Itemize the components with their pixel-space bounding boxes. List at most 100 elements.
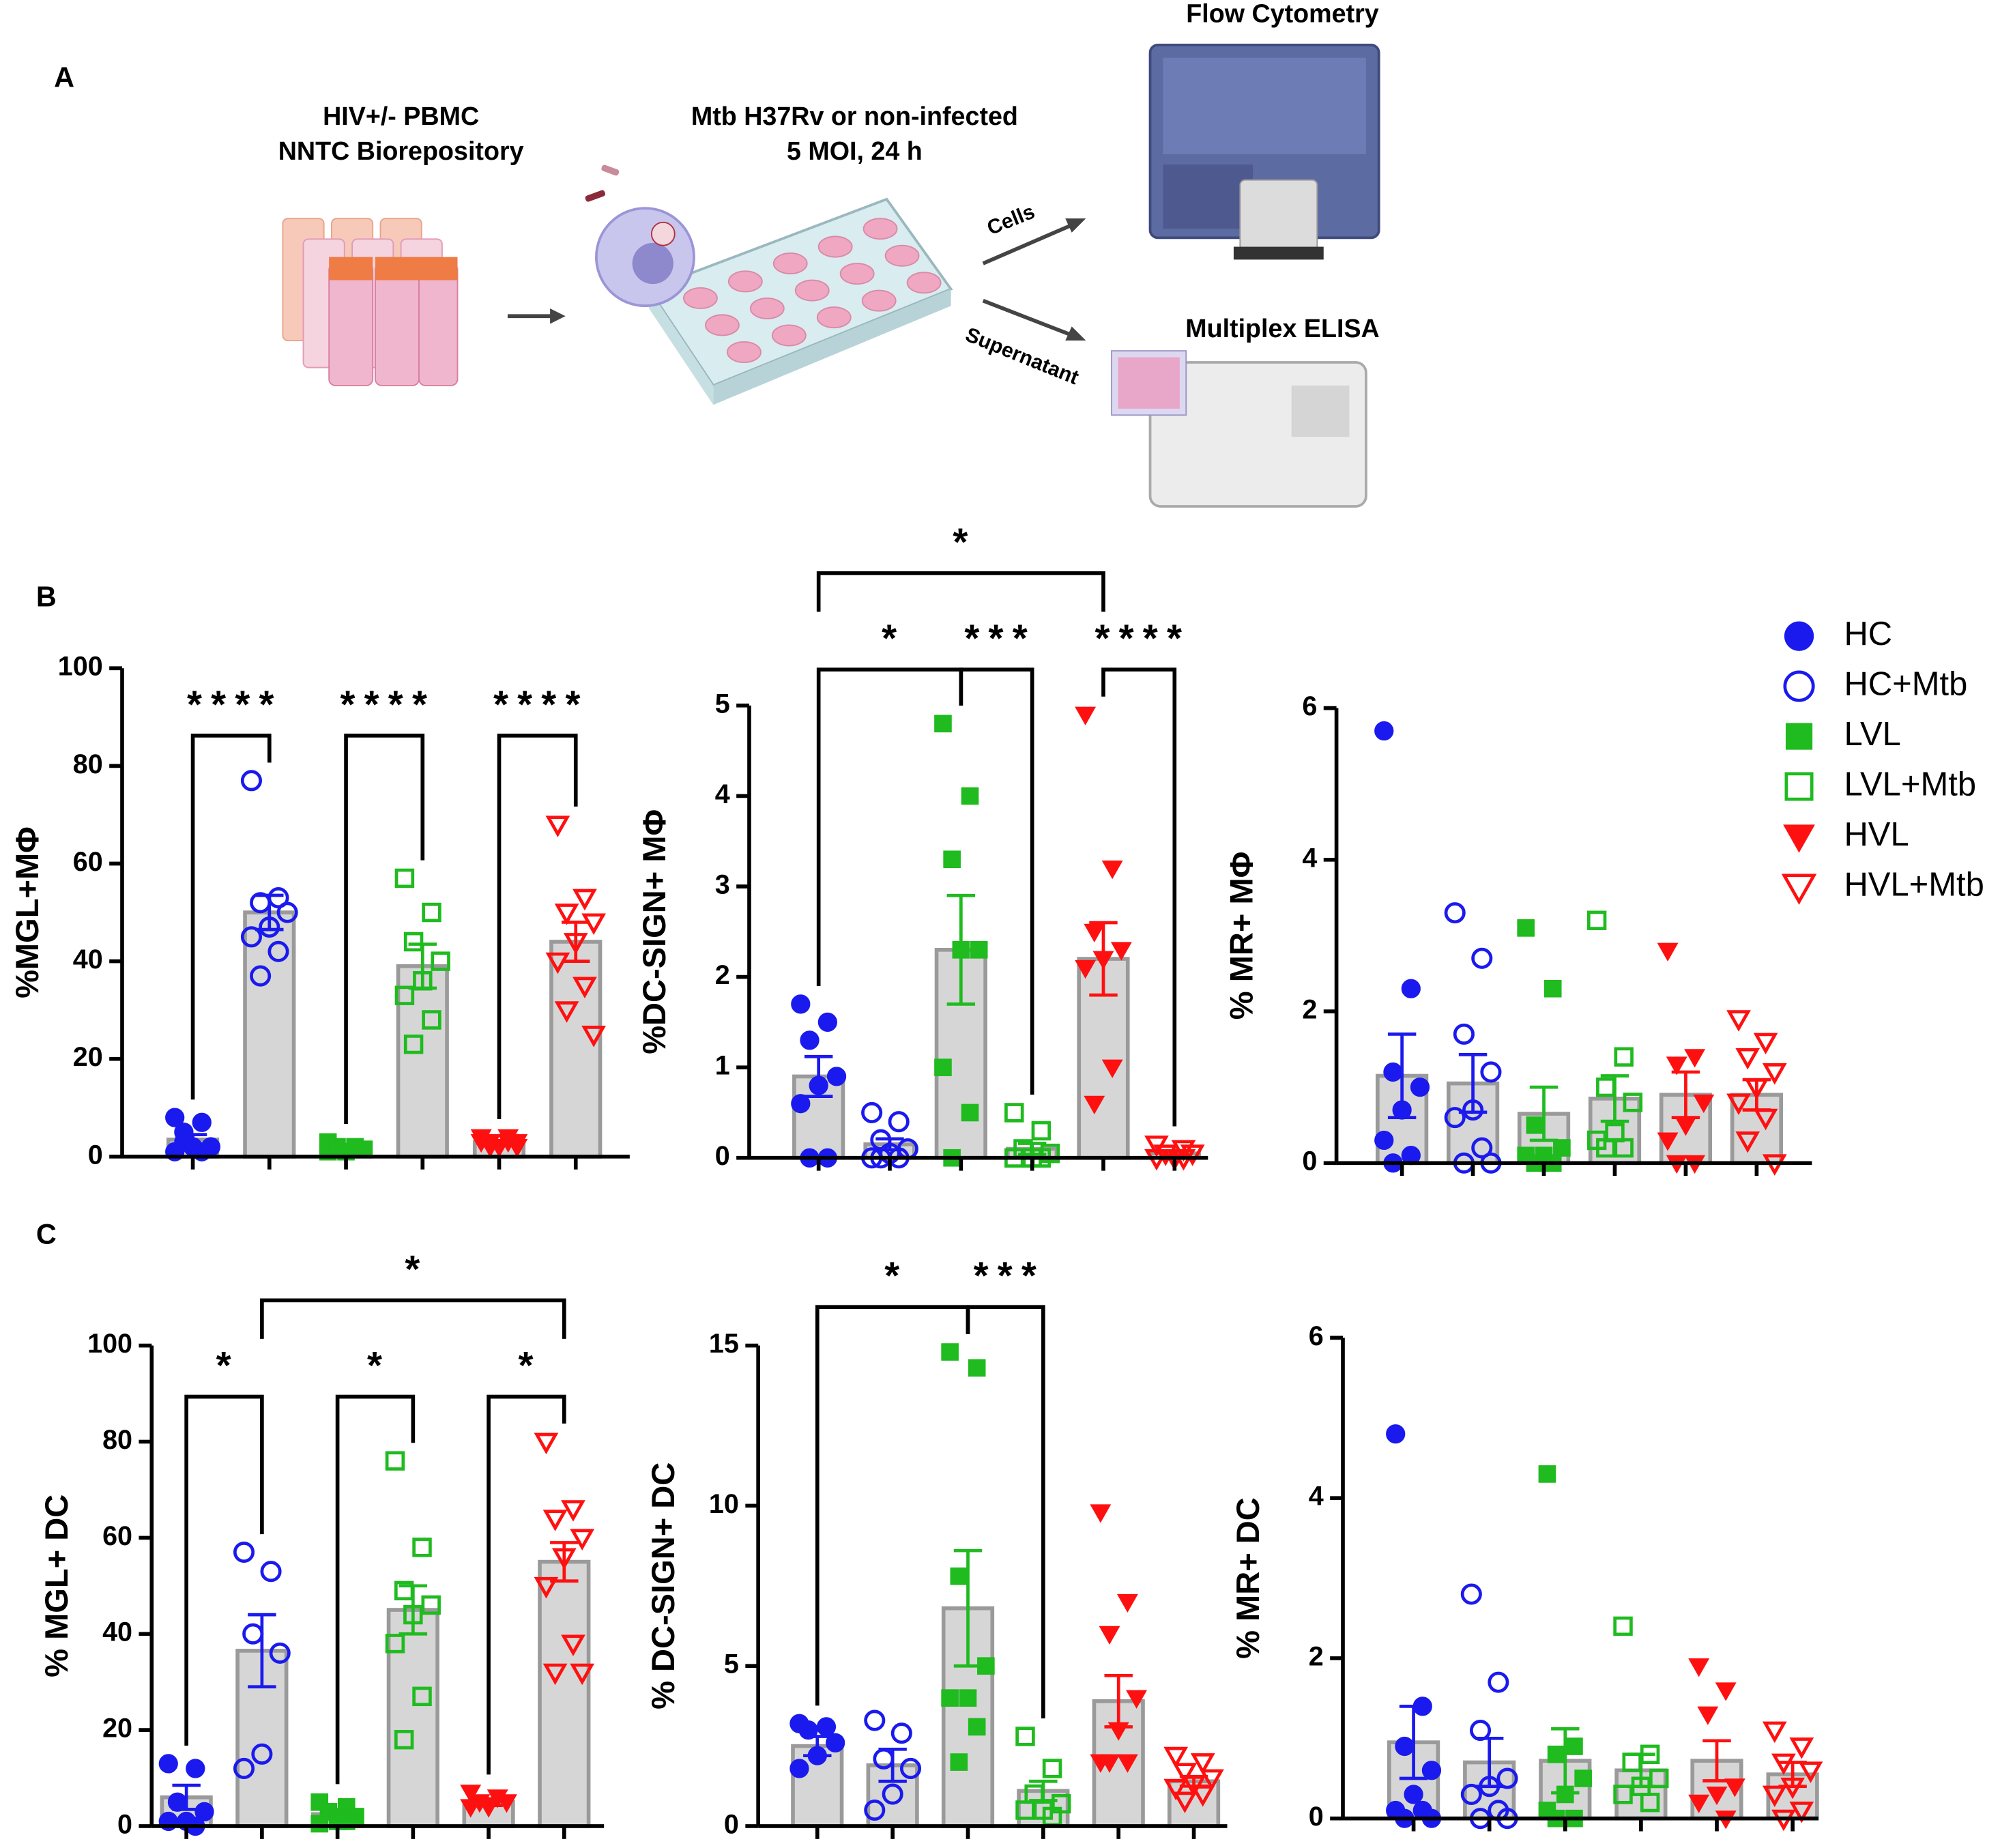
y-axis-label: % MGL+ DC [38, 1495, 74, 1677]
data-point [1543, 979, 1562, 998]
data-point [1697, 1706, 1719, 1725]
error-bar [1104, 1673, 1133, 1729]
data-point [545, 815, 570, 837]
data-point [1190, 1753, 1215, 1775]
legend-marker [1783, 670, 1815, 702]
significance-bracket [966, 1305, 1045, 1719]
bar [538, 1559, 591, 1828]
error-bar [1089, 921, 1118, 997]
data-point [1538, 1465, 1556, 1483]
data-point [970, 941, 988, 959]
data-point [1163, 1778, 1189, 1801]
error-bar [953, 1548, 983, 1668]
data-point [1614, 1047, 1634, 1067]
significance-label: * [953, 520, 976, 563]
data-point [403, 1035, 424, 1054]
error-bar [1475, 1736, 1504, 1789]
data-point [941, 1689, 959, 1707]
legend-label: HVL+Mtb [1844, 866, 1984, 903]
data-point [864, 1709, 886, 1731]
bar [386, 1608, 439, 1828]
error-bar [1627, 1752, 1655, 1789]
data-point [1622, 1752, 1642, 1772]
data-point [1084, 1095, 1105, 1114]
data-point [1075, 959, 1097, 979]
y-axis-label: % MR+ DC [1230, 1497, 1266, 1659]
significance-bracket [487, 1394, 566, 1775]
data-point [1101, 1059, 1123, 1078]
error-bar [1671, 1070, 1700, 1119]
data-point [1116, 1593, 1138, 1613]
data-point [1469, 1720, 1492, 1742]
y-tick-label: 40 [102, 1617, 132, 1647]
data-point [826, 1733, 845, 1753]
data-point [1126, 1690, 1148, 1709]
data-point [934, 1058, 952, 1076]
panel-label: A [54, 62, 74, 93]
legend-marker [1783, 824, 1815, 853]
data-point [1172, 1763, 1198, 1785]
data-point [1004, 1103, 1024, 1123]
data-point [581, 1026, 607, 1048]
error-bar [1529, 1085, 1559, 1142]
data-point [1789, 1802, 1814, 1823]
y-tick-label: 100 [87, 1329, 132, 1359]
diagram-text: Flow Cytometry [1186, 0, 1379, 28]
data-point [1410, 1078, 1430, 1097]
y-tick-label: 60 [102, 1521, 132, 1551]
data-point [412, 1537, 432, 1557]
data-point [412, 1686, 432, 1707]
error-bar [1778, 1761, 1807, 1789]
legend-marker [1781, 874, 1817, 905]
y-tick-label: 80 [73, 749, 103, 779]
data-point [861, 1101, 883, 1123]
data-point [1623, 1093, 1643, 1112]
data-point [1574, 1770, 1592, 1787]
data-point [1084, 923, 1105, 943]
data-point [561, 1634, 585, 1656]
arrow-head [550, 308, 566, 324]
flow-cytometer-icon [1148, 44, 1380, 260]
data-point [385, 1634, 405, 1654]
y-tick-label: 6 [1309, 1321, 1324, 1351]
tubes-icon [282, 218, 459, 386]
bar [396, 964, 449, 1159]
error-bar [323, 1807, 352, 1821]
data-point [572, 977, 597, 999]
data-point [267, 940, 289, 962]
y-tick-label: 10 [709, 1489, 739, 1519]
y-tick-label: 0 [117, 1809, 132, 1839]
diagram-text: NNTC Biorepository [278, 136, 524, 165]
data-point [1496, 1767, 1518, 1789]
data-point [1015, 1727, 1035, 1746]
data-point [1444, 1107, 1466, 1129]
error-bar [408, 942, 437, 990]
y-tick-label: 5 [715, 689, 730, 719]
data-point [276, 901, 298, 923]
data-point [961, 1103, 979, 1122]
data-point [1374, 721, 1394, 741]
data-point [1099, 1754, 1120, 1773]
significance-bracket [190, 734, 272, 1100]
significance-label: * [519, 1344, 542, 1387]
data-point [422, 902, 441, 923]
data-point [385, 1451, 405, 1471]
significance-bracket [1101, 667, 1177, 1127]
data-point [1116, 1754, 1138, 1773]
data-point [1480, 1061, 1502, 1083]
data-point [192, 1112, 212, 1132]
significance-label: * [882, 617, 905, 660]
data-point [1383, 1062, 1403, 1082]
data-point [888, 1111, 910, 1133]
y-tick-label: 60 [73, 847, 103, 877]
panel-label: B [36, 581, 57, 612]
data-point [1453, 1023, 1475, 1045]
data-point [1099, 1626, 1120, 1645]
y-tick-label: 3 [715, 869, 730, 899]
data-point [934, 714, 952, 733]
arrow-head [1065, 326, 1086, 341]
data-point [1688, 1794, 1710, 1813]
data-point [1724, 1778, 1745, 1798]
data-point [1726, 1010, 1751, 1032]
